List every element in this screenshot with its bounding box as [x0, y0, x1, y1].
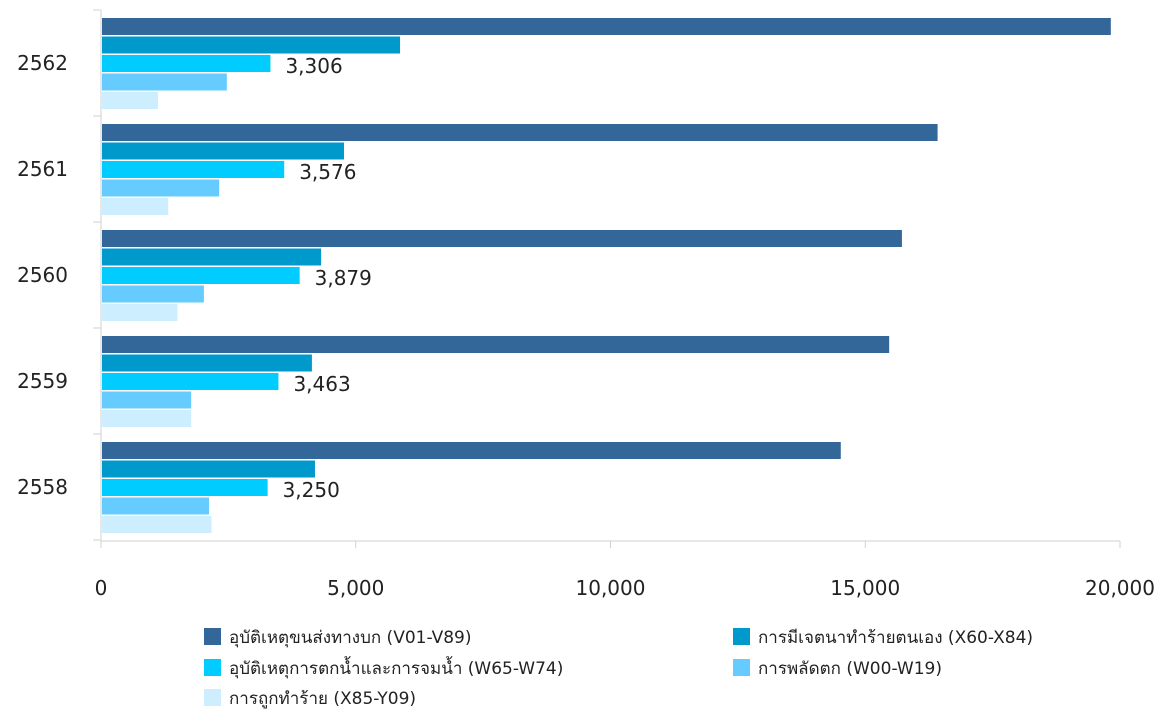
bar [102, 442, 841, 459]
bar [102, 198, 169, 215]
legend-label: อุบัติเหตุการตกน้ำและการจมน้ำ (W65-W74) [229, 656, 563, 679]
legend-label: การมีเจตนาทำร้ายตนเอง (X60-X84) [758, 628, 1033, 648]
bar [102, 73, 227, 91]
bar [102, 410, 192, 427]
data-label: 3,576 [299, 160, 356, 184]
bar [102, 124, 938, 141]
bar [102, 92, 159, 109]
x-tick-label: 10,000 [576, 576, 646, 600]
category-label: 2559 [17, 369, 68, 393]
x-tick-label: 20,000 [1085, 576, 1155, 600]
legend-swatch [204, 628, 221, 645]
chart-axes: 0 5,000 10,000 15,000 20,000 [93, 9, 1155, 600]
bar [102, 354, 312, 372]
x-tick-label: 5,000 [327, 576, 384, 600]
legend-swatch [733, 628, 750, 645]
data-label: 3,879 [315, 266, 372, 290]
bar [102, 267, 300, 284]
bar [102, 516, 212, 533]
category-label: 2560 [17, 263, 68, 287]
bar [102, 36, 401, 54]
bar [102, 248, 322, 266]
bar [102, 179, 220, 197]
category-label: 2558 [17, 475, 68, 499]
bar [102, 230, 902, 247]
legend-label: อุบัติเหตุขนส่งทางบก (V01-V89) [229, 628, 471, 648]
chart-legend: อุบัติเหตุขนส่งทางบก (V01-V89) การมีเจตนา… [204, 628, 1033, 709]
bar [102, 18, 1111, 35]
legend-swatch [204, 689, 221, 706]
chart-bars [102, 18, 1111, 533]
bar [102, 142, 345, 160]
bar [102, 391, 192, 409]
bar [102, 285, 204, 303]
bar [102, 55, 271, 72]
bar [102, 479, 268, 496]
category-label: 2561 [17, 157, 68, 181]
legend-swatch [733, 659, 750, 676]
bar [102, 497, 209, 515]
legend-swatch [204, 659, 221, 676]
data-label: 3,306 [285, 54, 342, 78]
x-tick-label: 15,000 [830, 576, 900, 600]
data-label: 3,250 [283, 478, 340, 502]
bar [102, 460, 315, 478]
bar [102, 161, 285, 178]
bar [102, 373, 279, 390]
x-tick-label: 0 [95, 576, 108, 600]
category-label: 2562 [17, 51, 68, 75]
legend-label: การถูกทำร้าย (X85-Y09) [229, 689, 416, 709]
bar [102, 336, 890, 353]
legend-label: การพลัดตก (W00-W19) [758, 659, 942, 679]
bar [102, 304, 178, 321]
data-label: 3,463 [293, 372, 350, 396]
chart-labels: 2562 2561 2560 2559 2558 3,306 3,576 3,879 3,463… [17, 51, 372, 502]
